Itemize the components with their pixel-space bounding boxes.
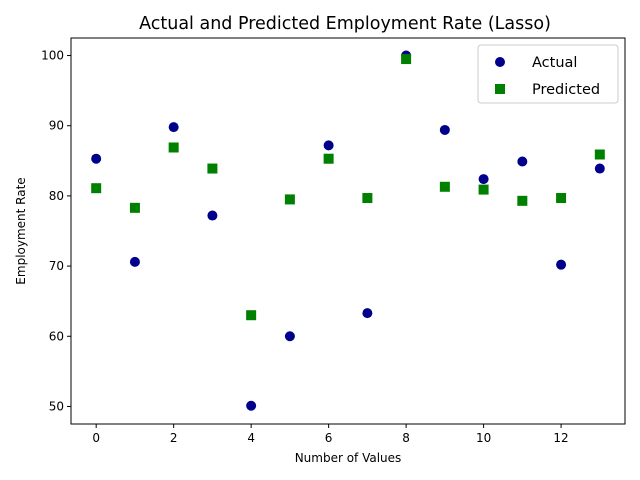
actual-point bbox=[362, 308, 373, 319]
data-marks bbox=[91, 50, 605, 411]
x-tick-label: 2 bbox=[170, 431, 178, 445]
predicted-point bbox=[246, 310, 257, 321]
actual-point bbox=[168, 122, 179, 133]
actual-point bbox=[129, 256, 140, 267]
x-axis-label: Number of Values bbox=[295, 451, 402, 465]
predicted-point bbox=[401, 54, 412, 65]
legend-predicted-marker bbox=[495, 84, 505, 94]
y-axis-label: Employment Rate bbox=[14, 177, 28, 284]
actual-point bbox=[478, 174, 489, 185]
actual-point bbox=[207, 210, 218, 221]
predicted-point bbox=[439, 181, 450, 192]
actual-point bbox=[246, 400, 257, 411]
predicted-point bbox=[594, 149, 605, 160]
y-tick-label: 90 bbox=[49, 119, 64, 133]
actual-point bbox=[517, 156, 528, 167]
actual-point bbox=[594, 163, 605, 174]
x-tick-label: 4 bbox=[247, 431, 255, 445]
x-tick-label: 0 bbox=[92, 431, 100, 445]
actual-point bbox=[284, 331, 295, 342]
y-tick-label: 100 bbox=[41, 49, 64, 63]
predicted-point bbox=[323, 153, 334, 164]
y-tick-label: 60 bbox=[49, 329, 64, 343]
y-tick-label: 80 bbox=[49, 189, 64, 203]
actual-point bbox=[91, 153, 102, 164]
actual-point bbox=[556, 259, 567, 270]
predicted-point bbox=[129, 202, 140, 213]
x-tick-label: 12 bbox=[553, 431, 568, 445]
x-tick-label: 6 bbox=[325, 431, 333, 445]
legend: Actual Predicted bbox=[477, 44, 619, 104]
legend-label: Predicted bbox=[532, 82, 600, 98]
predicted-point bbox=[207, 163, 218, 174]
ticks: 0 2 4 6 8 10 12 50 60 70 80 90 100 bbox=[41, 49, 569, 445]
predicted-point bbox=[478, 184, 489, 195]
predicted-point bbox=[284, 194, 295, 205]
x-tick-label: 10 bbox=[476, 431, 491, 445]
legend-actual-marker bbox=[495, 57, 505, 67]
predicted-point bbox=[517, 195, 528, 206]
actual-point bbox=[323, 140, 334, 151]
predicted-point bbox=[556, 193, 567, 204]
y-tick-label: 70 bbox=[49, 259, 64, 273]
chart-title: Actual and Predicted Employment Rate (La… bbox=[139, 14, 551, 34]
y-tick-label: 50 bbox=[49, 399, 64, 413]
legend-label: Actual bbox=[532, 55, 577, 71]
x-tick-label: 8 bbox=[402, 431, 410, 445]
predicted-point bbox=[168, 142, 179, 153]
predicted-point bbox=[362, 193, 373, 204]
actual-point bbox=[439, 124, 450, 135]
legend-box bbox=[477, 44, 619, 104]
predicted-point bbox=[91, 183, 102, 194]
